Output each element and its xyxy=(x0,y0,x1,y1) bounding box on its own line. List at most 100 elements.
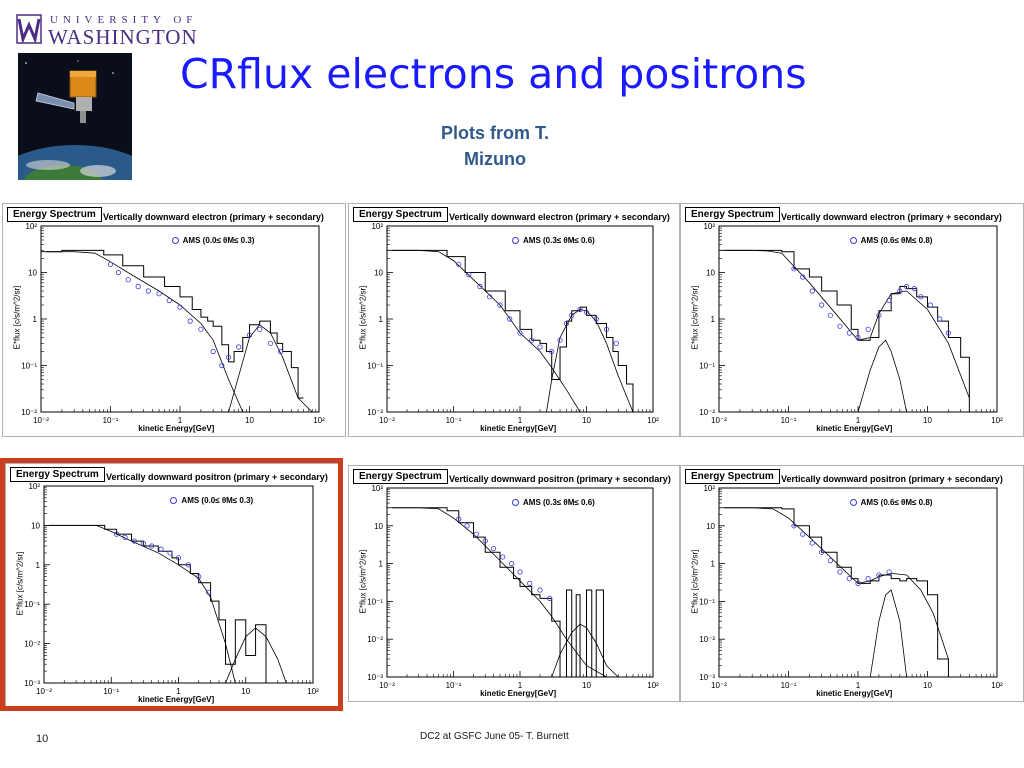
uw-w-mark-icon xyxy=(16,14,42,44)
x-tick-label: 1 xyxy=(518,681,523,690)
x-tick-label: 1 xyxy=(178,416,183,425)
ams-data-point xyxy=(267,340,274,346)
ams-data-point xyxy=(791,523,797,529)
y-tick-label: 10² xyxy=(703,484,715,493)
plot-frame xyxy=(40,225,320,413)
x-tick-label: 1 xyxy=(856,416,861,425)
ams-data-point xyxy=(167,550,173,556)
secondary-model-curve xyxy=(551,623,619,678)
plot-panel-3: 10⁻² 10⁻¹ 1 10 10² 10⁻³ 10⁻² 10⁻¹ 1 10 10² Energy S… xyxy=(5,463,340,708)
legend: AMS (0.3≤ θM≤ 0.6) xyxy=(512,236,595,245)
ams-data-point xyxy=(886,297,892,304)
ams-data-point xyxy=(236,344,242,350)
histogram-line xyxy=(724,249,975,413)
ams-data-point xyxy=(613,340,619,346)
y-tick-label: 10⁻¹ xyxy=(367,597,383,606)
ams-data-point xyxy=(846,330,852,336)
histogram-line xyxy=(392,249,639,413)
ams-data-point xyxy=(509,561,515,567)
y-tick-label: 10⁻² xyxy=(699,408,715,417)
plot-panel-5: 10⁻² 10⁻¹ 1 10 10² 10⁻³ 10⁻² 10⁻¹ 1 10 10² Energy S… xyxy=(680,465,1024,702)
ams-data-point xyxy=(517,569,523,575)
ams-data-point xyxy=(809,540,815,546)
y-tick-label: 1 xyxy=(36,561,41,570)
y-tick-label: 1 xyxy=(379,315,384,324)
x-tick-label: 10² xyxy=(307,687,319,696)
x-tick-label: 10⁻¹ xyxy=(446,681,462,690)
y-tick-label: 10⁻³ xyxy=(699,673,715,682)
uw-logo: UNIVERSITY OF WASHINGTON xyxy=(16,14,197,50)
legend-label: AMS (0.6≤ θM≤ 0.8) xyxy=(860,498,933,507)
ams-data-point xyxy=(107,261,114,267)
panel-label: Energy Spectrum xyxy=(10,467,105,482)
ams-data-point xyxy=(897,288,903,294)
ams-data-point xyxy=(886,569,892,575)
plot-area: 10⁻² 10⁻¹ 1 10 10² 10⁻² 10⁻¹ 1 10 10² xyxy=(699,222,1003,425)
primary-model-curve xyxy=(719,249,970,399)
x-axis-label: kinetic Energy[GeV] xyxy=(480,689,557,698)
y-tick-label: 10⁻¹ xyxy=(699,597,715,606)
plot-panel-0: 10⁻² 10⁻¹ 1 10 10² 10⁻² 10⁻¹ 1 10 10² Energy Spect… xyxy=(2,203,346,437)
x-tick-label: 10² xyxy=(991,681,1003,690)
y-tick-label: 10² xyxy=(371,222,383,231)
legend-marker-icon xyxy=(171,237,179,245)
panel-label: Energy Spectrum xyxy=(685,207,780,222)
ams-data-point xyxy=(937,316,943,322)
y-tick-label: 1 xyxy=(711,560,716,569)
ams-data-point xyxy=(800,274,806,280)
x-tick-label: 10⁻¹ xyxy=(781,681,797,690)
plot-area: 10⁻² 10⁻¹ 1 10 10² 10⁻² 10⁻¹ 1 10 10² xyxy=(21,222,325,425)
y-axis-label: E*flux [c/s/m^2/sr] xyxy=(690,285,700,350)
ams-data-point xyxy=(547,595,553,602)
ams-data-point xyxy=(865,576,871,582)
ams-data-point xyxy=(473,531,479,537)
primary-model-curve xyxy=(719,507,949,660)
histogram-line xyxy=(392,507,609,678)
ams-data-point xyxy=(225,354,232,360)
secondary-model-curve xyxy=(225,627,287,684)
ams-data-point xyxy=(549,348,555,355)
page-number: 10 xyxy=(36,733,49,745)
panel-label: Energy Spectrum xyxy=(353,207,448,222)
ams-data-point xyxy=(257,326,263,332)
ams-data-point xyxy=(487,294,493,300)
ams-data-point xyxy=(246,332,253,338)
chart-title: Vertically downward electron (primary + … xyxy=(449,212,670,222)
legend-label: AMS (0.6≤ θM≤ 0.8) xyxy=(860,236,933,245)
legend-marker-icon xyxy=(849,237,857,245)
ams-data-point xyxy=(131,538,137,544)
footer-text: DC2 at GSFC June 05- T. Burnett xyxy=(420,731,569,742)
ams-data-point xyxy=(837,323,843,329)
plot-panel-4: 10⁻² 10⁻¹ 1 10 10² 10⁻³ 10⁻² 10⁻¹ 1 10 10² Energy S… xyxy=(348,465,680,702)
histogram-line xyxy=(46,249,304,399)
panel-label: Energy Spectrum xyxy=(7,207,102,222)
slide-subtitle: Plots from T. Mizuno xyxy=(400,120,590,172)
ams-data-point xyxy=(466,272,472,278)
x-tick-label: 10 xyxy=(582,681,591,690)
ams-data-point xyxy=(122,534,128,540)
y-tick-label: 10⁻¹ xyxy=(24,600,40,609)
legend: AMS (0.3≤ θM≤ 0.6) xyxy=(512,498,595,507)
ams-data-point xyxy=(927,302,933,308)
subtitle-line-2: Mizuno xyxy=(464,149,526,169)
y-tick-label: 10⁻² xyxy=(24,640,40,649)
secondary-model-curve xyxy=(546,309,634,413)
panel-label: Energy Spectrum xyxy=(685,469,780,484)
y-axis-label: E*flux [c/s/m^2/sr] xyxy=(358,285,368,350)
plot-frame xyxy=(718,225,998,413)
logo-bottom-text: WASHINGTON xyxy=(48,25,198,49)
ams-data-point xyxy=(456,516,462,522)
ams-data-point xyxy=(135,283,141,290)
x-tick-label: 10² xyxy=(313,416,325,425)
ams-data-point xyxy=(855,580,861,586)
x-tick-label: 10⁻² xyxy=(711,681,727,690)
ams-data-point xyxy=(809,288,815,294)
plot-area: 10⁻² 10⁻¹ 1 10 10² 10⁻² 10⁻¹ 1 10 10² xyxy=(367,222,659,425)
y-tick-label: 10² xyxy=(25,222,37,231)
panel-label: Energy Spectrum xyxy=(353,469,448,484)
legend: AMS (0.6≤ θM≤ 0.8) xyxy=(849,498,933,507)
x-tick-label: 10⁻² xyxy=(711,416,727,425)
ams-data-point xyxy=(205,589,212,595)
y-axis-label: E*flux [c/s/m^2/sr] xyxy=(358,549,368,613)
x-tick-label: 10⁻² xyxy=(33,416,49,425)
